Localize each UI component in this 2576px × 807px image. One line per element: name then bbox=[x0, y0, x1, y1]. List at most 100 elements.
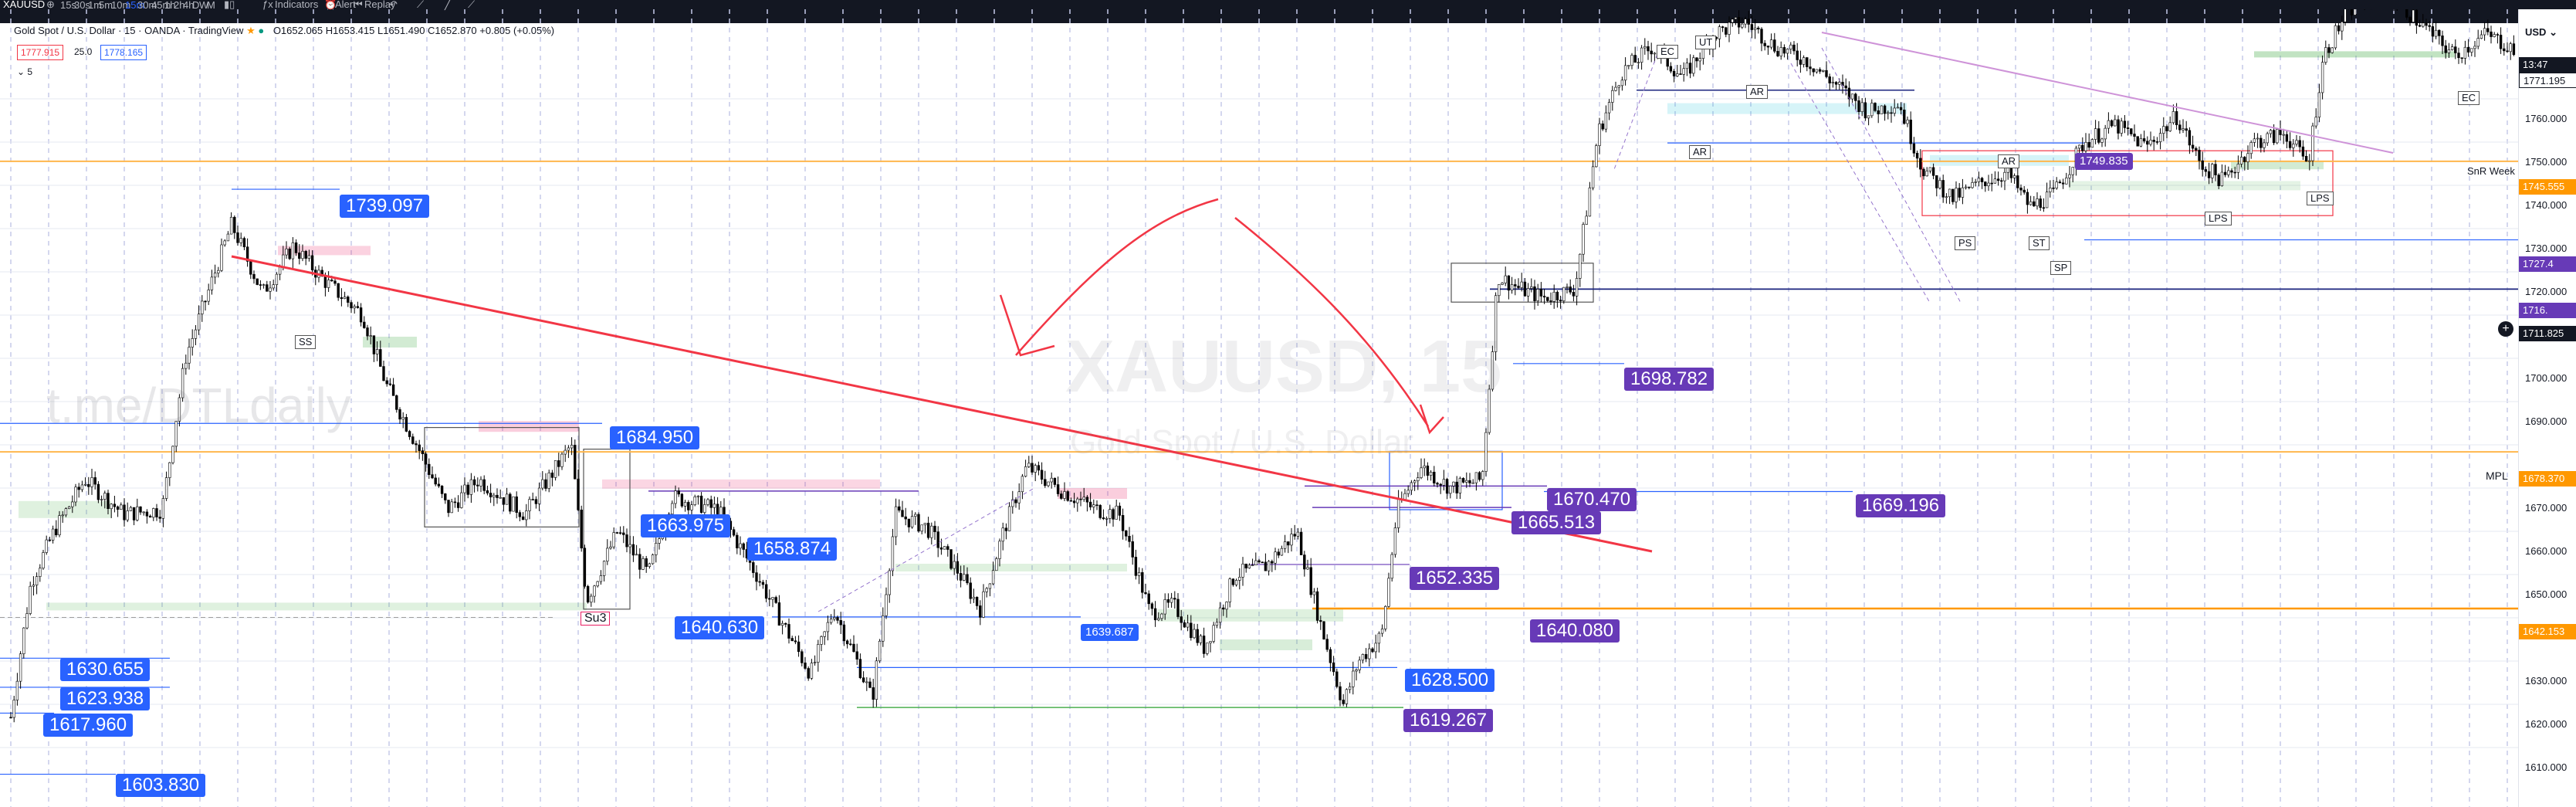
indicators-button[interactable]: Indicators bbox=[275, 0, 319, 10]
candle-body bbox=[736, 534, 739, 549]
level-label[interactable]: 1603.830 bbox=[116, 774, 206, 797]
ray-icon[interactable]: ⟋ bbox=[468, 0, 476, 10]
timeframe-15m[interactable]: 15m bbox=[125, 0, 145, 11]
timeframe-1m[interactable]: 1m bbox=[88, 0, 103, 11]
timeframe-2h[interactable]: 2h bbox=[174, 0, 185, 11]
wyckoff-label[interactable]: LPS bbox=[2205, 212, 2232, 225]
top-toolbar: XAUUSD ⊕ 15s 30s 1m 5m 10m 15m 30m 45m 1… bbox=[0, 0, 2576, 23]
candle-body bbox=[1186, 622, 1190, 628]
undo-icon[interactable]: ↶ bbox=[389, 0, 398, 10]
currency-selector[interactable]: USD ⌄ bbox=[2525, 26, 2557, 38]
level-label[interactable]: 1640.080 bbox=[1530, 619, 1620, 643]
level-label[interactable]: 1669.196 bbox=[1856, 494, 1946, 517]
spread-value: 25.0 bbox=[74, 46, 93, 57]
sell-button[interactable]: 1777.915 bbox=[17, 45, 64, 60]
candle-body bbox=[655, 543, 658, 555]
red-arrow-head bbox=[999, 294, 1055, 357]
level-label[interactable]: 1749.835 bbox=[2075, 153, 2133, 170]
timeframe-45m[interactable]: 45m bbox=[151, 0, 171, 11]
candle-body bbox=[2353, 9, 2357, 15]
level-label[interactable]: 1670.470 bbox=[1547, 488, 1637, 511]
legend-collapse-toggle[interactable]: ⌄ 5 bbox=[17, 66, 33, 77]
level-label[interactable]: 1628.500 bbox=[1405, 669, 1495, 692]
price-chart[interactable] bbox=[0, 9, 2518, 807]
timeframe-w[interactable]: W bbox=[199, 0, 209, 11]
level-label[interactable]: 1665.513 bbox=[1511, 511, 1602, 534]
wyckoff-label[interactable]: SP bbox=[2050, 261, 2072, 275]
level-label[interactable]: 1658.874 bbox=[747, 537, 838, 561]
compare-icon[interactable]: ⊕ bbox=[46, 0, 55, 10]
wyckoff-label[interactable]: EC bbox=[1657, 45, 1679, 59]
level-label[interactable]: 1652.335 bbox=[1410, 567, 1500, 590]
candle-body bbox=[1498, 284, 1501, 297]
candle-body bbox=[1718, 26, 1721, 39]
wyckoff-label[interactable]: AR bbox=[1689, 145, 1711, 159]
wyckoff-label[interactable]: AR bbox=[1998, 154, 2020, 168]
zone bbox=[1158, 609, 1343, 622]
level-label[interactable]: 1663.975 bbox=[641, 514, 731, 537]
candle-body bbox=[777, 602, 781, 626]
candle-body bbox=[683, 502, 687, 507]
candle-body bbox=[1396, 498, 1400, 528]
candle-body bbox=[671, 503, 674, 515]
level-label[interactable]: 1639.687 bbox=[1081, 624, 1139, 641]
candle-body bbox=[1131, 541, 1134, 558]
level-label[interactable]: 1698.782 bbox=[1624, 368, 1715, 391]
level-label[interactable]: 1640.630 bbox=[675, 616, 765, 639]
star-icon[interactable]: ★ bbox=[246, 25, 259, 36]
zone bbox=[278, 246, 371, 256]
price-axis[interactable]: USD ⌄ 1760.000 1750.000 1740.000 1730.00… bbox=[2518, 9, 2576, 807]
timeframe-30s[interactable]: 30s bbox=[74, 0, 90, 11]
add-alert-icon[interactable]: + bbox=[2498, 321, 2513, 337]
candle-body bbox=[1118, 505, 1122, 516]
timeframe-1h[interactable]: 1h bbox=[164, 0, 176, 11]
candle-body bbox=[304, 251, 307, 259]
candle-body bbox=[2055, 181, 2058, 188]
candle-body bbox=[1374, 643, 1377, 653]
candle-body bbox=[1968, 186, 1971, 188]
level-label[interactable]: 1623.938 bbox=[60, 687, 151, 710]
wyckoff-label[interactable]: PS bbox=[1955, 236, 1976, 250]
timeframe-5m[interactable]: 5m bbox=[99, 0, 113, 11]
candle-body bbox=[1034, 465, 1037, 473]
candle-body bbox=[453, 501, 457, 504]
level-label[interactable]: 1684.950 bbox=[610, 426, 700, 449]
level-label[interactable]: 1739.097 bbox=[340, 195, 430, 218]
timeframe-m[interactable]: M bbox=[207, 0, 215, 11]
drawing-tool-icon[interactable]: ⟋ bbox=[417, 0, 425, 10]
replay-button[interactable]: Replay bbox=[364, 0, 396, 10]
timeframe-10m[interactable]: 10m bbox=[111, 0, 131, 11]
candle-body bbox=[550, 473, 554, 478]
candle-body bbox=[1555, 291, 1559, 300]
candle-body bbox=[635, 554, 638, 556]
buy-button[interactable]: 1778.165 bbox=[100, 45, 147, 60]
candle-body bbox=[878, 640, 882, 662]
level-label[interactable]: 1617.960 bbox=[43, 714, 134, 737]
candle-body bbox=[1912, 143, 1916, 154]
wyckoff-label[interactable]: UT bbox=[1695, 36, 1717, 49]
wyckoff-label[interactable]: ST bbox=[2029, 236, 2050, 250]
chart-type-icon[interactable]: ▮▯ bbox=[224, 0, 235, 10]
chart-title[interactable]: Gold Spot / U.S. Dollar · 15 · OANDA · T… bbox=[14, 25, 554, 37]
timeframe-4h[interactable]: 4h bbox=[183, 0, 195, 11]
symbol-search-button[interactable]: XAUUSD bbox=[3, 0, 46, 10]
candle-body bbox=[1021, 476, 1024, 493]
candle-body bbox=[797, 641, 801, 653]
wyckoff-label[interactable]: SS bbox=[295, 335, 316, 349]
level-label[interactable]: 1630.655 bbox=[60, 658, 151, 681]
timeframe-15s[interactable]: 15s bbox=[60, 0, 76, 11]
wyckoff-label[interactable]: EC bbox=[2458, 91, 2480, 105]
trendline-icon[interactable]: ╱ bbox=[445, 0, 451, 10]
candle-body bbox=[19, 653, 22, 682]
level-label[interactable]: 1619.267 bbox=[1403, 709, 1494, 732]
candle-body bbox=[1789, 44, 1792, 49]
price-badge: 1716. bbox=[2519, 303, 2576, 318]
candle-body bbox=[564, 449, 567, 455]
candle-body bbox=[823, 631, 826, 637]
alert-button[interactable]: Alert bbox=[335, 0, 356, 10]
wyckoff-label[interactable]: AR bbox=[1746, 85, 1769, 99]
timeframe-30m[interactable]: 30m bbox=[137, 0, 157, 11]
wyckoff-label[interactable]: LPS bbox=[2307, 192, 2334, 205]
su3-label[interactable]: Su3 bbox=[581, 612, 611, 626]
timeframe-d[interactable]: D bbox=[192, 0, 200, 11]
